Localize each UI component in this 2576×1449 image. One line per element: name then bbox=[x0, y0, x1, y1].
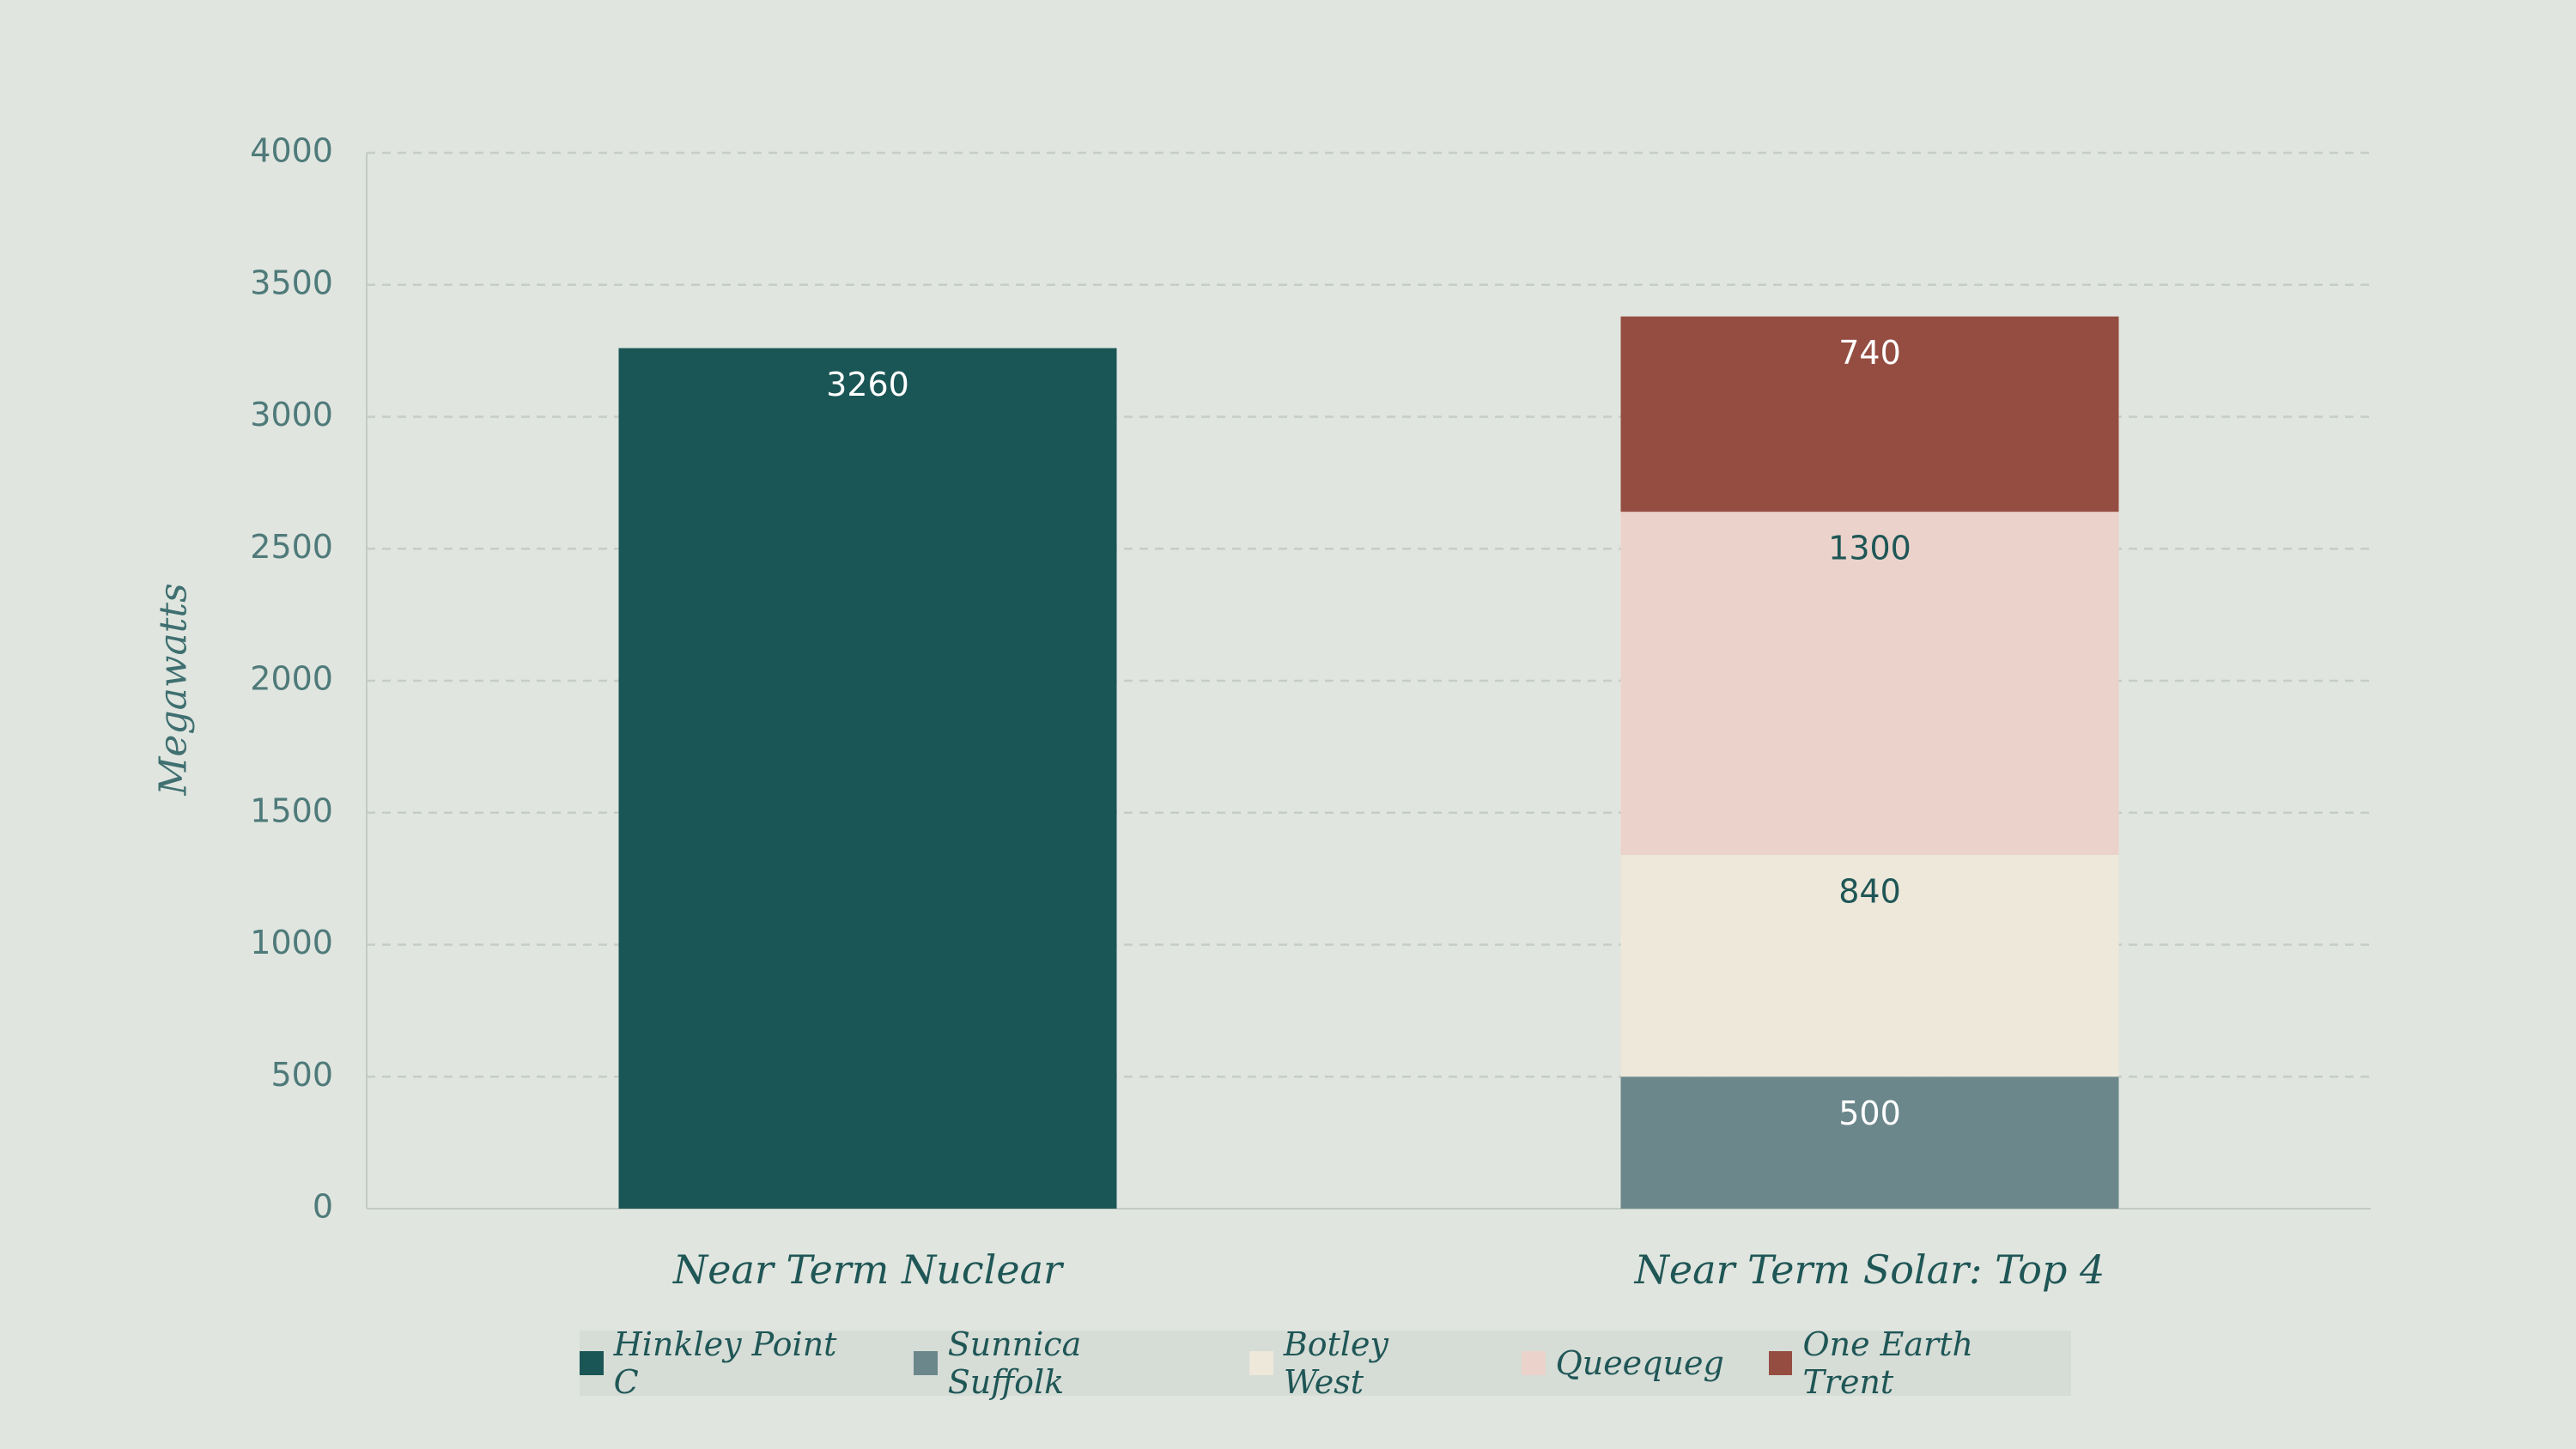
value-label: 500 bbox=[1838, 1094, 1901, 1132]
y-tick-label: 2000 bbox=[250, 660, 333, 698]
legend-item: Botley West bbox=[1249, 1325, 1476, 1401]
x-tick-label: Near Term Nuclear bbox=[672, 1246, 1065, 1293]
legend-swatch bbox=[580, 1351, 604, 1375]
y-tick-label: 1500 bbox=[250, 791, 333, 829]
legend-label: One Earth Trent bbox=[1802, 1325, 1973, 1401]
legend-swatch bbox=[1768, 1351, 1793, 1375]
legend-swatch bbox=[1249, 1351, 1273, 1375]
y-tick-label: 1000 bbox=[250, 924, 333, 961]
y-axis-label: Megawatts bbox=[152, 583, 196, 796]
y-tick-label: 500 bbox=[270, 1056, 333, 1094]
legend-label: Sunnica Suffolk bbox=[947, 1325, 1082, 1401]
bar-segment bbox=[1620, 512, 2119, 855]
legend-label: Queequeg bbox=[1555, 1344, 1724, 1382]
y-tick-label: 3000 bbox=[250, 396, 333, 433]
value-label: 840 bbox=[1838, 872, 1901, 910]
value-label: 1300 bbox=[1828, 530, 1911, 567]
legend-item: One Earth Trent bbox=[1768, 1325, 2071, 1401]
bar-segment bbox=[1620, 854, 2119, 1077]
y-tick-label: 0 bbox=[313, 1188, 333, 1226]
bar-segment bbox=[618, 348, 1117, 1209]
legend-item: Sunnica Suffolk bbox=[914, 1325, 1205, 1401]
legend-swatch bbox=[1521, 1351, 1546, 1375]
bar-segment bbox=[1620, 1076, 2119, 1209]
legend-swatch bbox=[914, 1351, 938, 1375]
legend-label: Hinkley Point C bbox=[613, 1325, 837, 1401]
y-tick-label: 2500 bbox=[250, 528, 333, 566]
y-tick-label: 4000 bbox=[250, 132, 333, 170]
y-tick-label: 3500 bbox=[250, 264, 333, 301]
value-label: 3260 bbox=[826, 366, 909, 403]
legend: Hinkley Point C Sunnica Suffolk Botley Wes… bbox=[580, 1325, 2071, 1401]
x-tick-label: Near Term Solar: Top 4 bbox=[1634, 1246, 2105, 1293]
bar-segment bbox=[1620, 316, 2119, 512]
legend-item: Hinkley Point C bbox=[580, 1325, 869, 1401]
legend-label: Botley West bbox=[1283, 1325, 1389, 1401]
legend-item: Queequeg bbox=[1521, 1344, 1724, 1382]
value-label: 740 bbox=[1838, 334, 1901, 372]
